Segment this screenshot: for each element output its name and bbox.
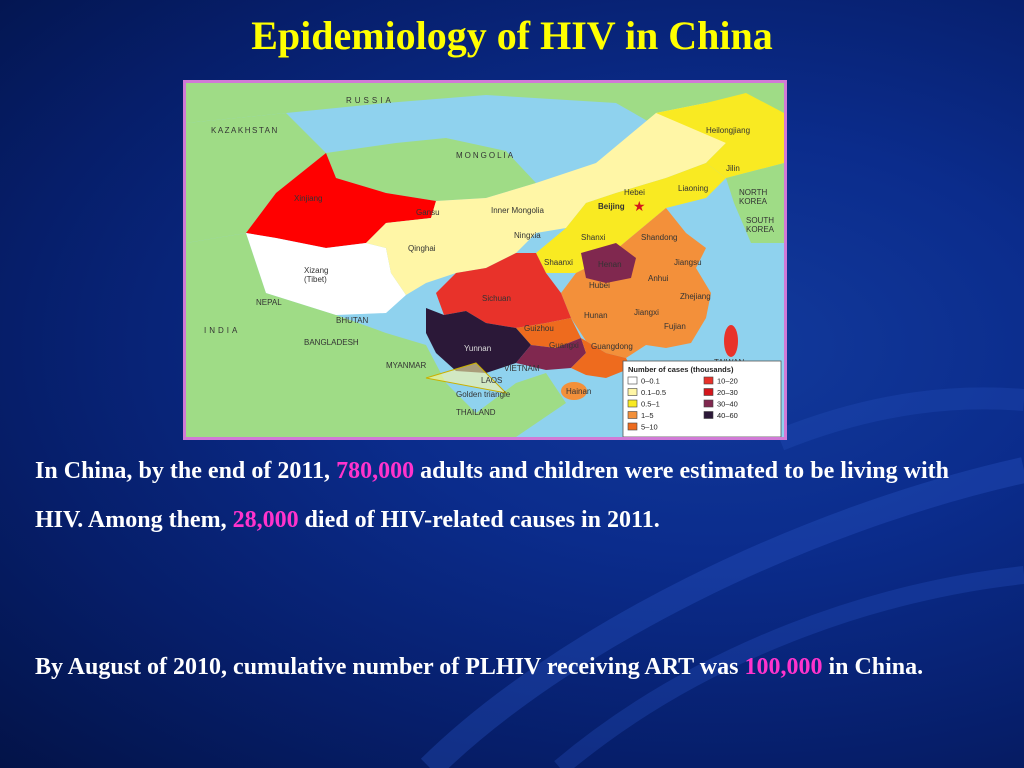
label-sichuan: Sichuan: [482, 294, 511, 303]
label-bhutan: BHUTAN: [336, 316, 369, 325]
legend-swatch: [703, 388, 714, 396]
legend-label: 1–5: [641, 411, 654, 420]
region-north: [536, 163, 726, 273]
legend-label: 5–10: [641, 423, 658, 432]
label-fujian: Fujian: [664, 322, 686, 331]
label-hunan: Hunan: [584, 311, 608, 320]
province-yunnan: [426, 308, 531, 373]
label-liaoning: Liaoning: [678, 184, 708, 193]
china-hiv-map: ★ RUSSIA KAZAKHSTAN MONGOLIA NORTH KOREA …: [183, 80, 787, 440]
golden-triangle: [425, 362, 508, 394]
province-xinjiang: [246, 153, 436, 248]
legend-label: 0.1–0.5: [641, 388, 666, 397]
paragraph-hiv-prevalence: In China, by the end of 2011, 780,000 ad…: [35, 447, 949, 545]
label-shanxi: Shanxi: [581, 233, 606, 242]
highlight-28000: 28,000: [232, 507, 299, 533]
province-heilongjiang: [656, 93, 784, 178]
province-henan: [581, 243, 636, 283]
highlight-780000: 780,000: [336, 458, 415, 484]
label-mongolia: MONGOLIA: [456, 151, 515, 160]
legend-label: 20–30: [717, 388, 738, 397]
legend-label: 10–20: [717, 377, 738, 386]
label-inner-mongolia: Inner Mongolia: [491, 206, 544, 215]
label-qinghai: Qinghai: [408, 244, 436, 253]
label-gansu: Gansu: [416, 208, 440, 217]
legend-swatch: [627, 388, 638, 396]
label-xinjiang: Xinjiang: [294, 194, 322, 203]
label-thailand: THAILAND: [456, 408, 496, 417]
legend-label: 30–40: [717, 400, 738, 409]
slide-title: Epidemiology of HIV in China: [251, 13, 773, 58]
label-india: INDIA: [204, 326, 240, 335]
label-xizang: Xizang (Tibet): [304, 266, 328, 284]
province-hainan: [561, 382, 587, 400]
label-beijing: Beijing: [598, 202, 625, 211]
land-south: [186, 233, 566, 437]
label-kazakhstan: KAZAKHSTAN: [211, 126, 279, 135]
p1-text-2: adults and children were estimated to be…: [35, 458, 950, 533]
legend-label: 40–60: [717, 411, 738, 420]
legend-swatch: [627, 422, 638, 431]
legend-label: 0.5–1: [641, 400, 660, 409]
label-jiangsu: Jiangsu: [674, 258, 702, 267]
province-guizhou: [516, 318, 581, 348]
legend-swatch: [627, 399, 638, 408]
map-legend: Number of cases (thousands) 0–0.1 10–20 0.…: [622, 360, 782, 437]
label-russia: RUSSIA: [346, 96, 394, 105]
province-guangdong: [571, 338, 631, 378]
province-guangxi: [516, 338, 586, 370]
label-jiangxi: Jiangxi: [634, 308, 659, 317]
land-west: [186, 113, 326, 243]
label-bangladesh: BANGLADESH: [304, 338, 359, 347]
land-mongolia: [326, 138, 536, 201]
p1-text-1: In China, by the end of 2011,: [35, 458, 331, 484]
label-vietnam: VIETNAM: [504, 364, 540, 373]
label-hubei: Hubei: [589, 281, 610, 290]
p2-text-1: By August of 2010, cumulative number of …: [35, 654, 739, 680]
label-yunnan: Yunnan: [464, 344, 491, 353]
label-myanmar: MYANMAR: [386, 361, 427, 370]
label-hebei: Hebei: [624, 188, 645, 197]
label-heilongjiang: Heilongjiang: [706, 126, 750, 135]
legend-swatch: [703, 411, 714, 419]
label-guangdong: Guangdong: [591, 342, 633, 351]
legend-title: Number of cases (thousands): [628, 365, 734, 374]
region-east: [561, 208, 711, 358]
label-south-korea: SOUTH KOREA: [746, 216, 775, 234]
highlight-100000: 100,000: [744, 654, 823, 680]
map-svg: ★ RUSSIA KAZAKHSTAN MONGOLIA NORTH KOREA …: [186, 83, 784, 437]
label-golden-triangle: Golden triangle: [456, 390, 511, 399]
label-nepal: NEPAL: [256, 298, 282, 307]
legend-swatch: [703, 399, 714, 408]
label-jilin: Jilin: [726, 164, 740, 173]
legend-label: 0–0.1: [641, 377, 660, 386]
paragraph-art-coverage: By August of 2010, cumulative number of …: [35, 643, 949, 692]
province-taiwan: [724, 325, 738, 357]
land-korea: [726, 163, 784, 243]
province-xizang: [246, 233, 406, 315]
label-guizhou: Guizhou: [524, 324, 554, 333]
legend-swatch: [627, 411, 638, 419]
label-north-korea: NORTH KOREA: [739, 188, 768, 206]
label-anhui: Anhui: [648, 274, 669, 283]
legend-box: [622, 360, 782, 437]
label-ningxia: Ningxia: [514, 231, 541, 240]
label-hainan: Hainan: [566, 387, 591, 396]
land-north: [186, 83, 784, 178]
label-guangxi: Guangxi: [549, 341, 579, 350]
p2-text-2: in China.: [828, 654, 924, 680]
legend-swatch: [627, 376, 638, 385]
label-laos: LAOS: [481, 376, 502, 385]
province-sichuan: [436, 253, 571, 328]
label-shaanxi: Shaanxi: [544, 258, 573, 267]
label-shandong: Shandong: [641, 233, 677, 242]
legend-swatch: [703, 376, 714, 385]
label-henan: Henan: [598, 260, 622, 269]
p1-text-3: died of HIV-related causes in 2011.: [304, 507, 660, 533]
label-zhejiang: Zhejiang: [680, 292, 711, 301]
region-northwest: [366, 103, 726, 295]
beijing-star-icon: ★: [633, 200, 646, 215]
